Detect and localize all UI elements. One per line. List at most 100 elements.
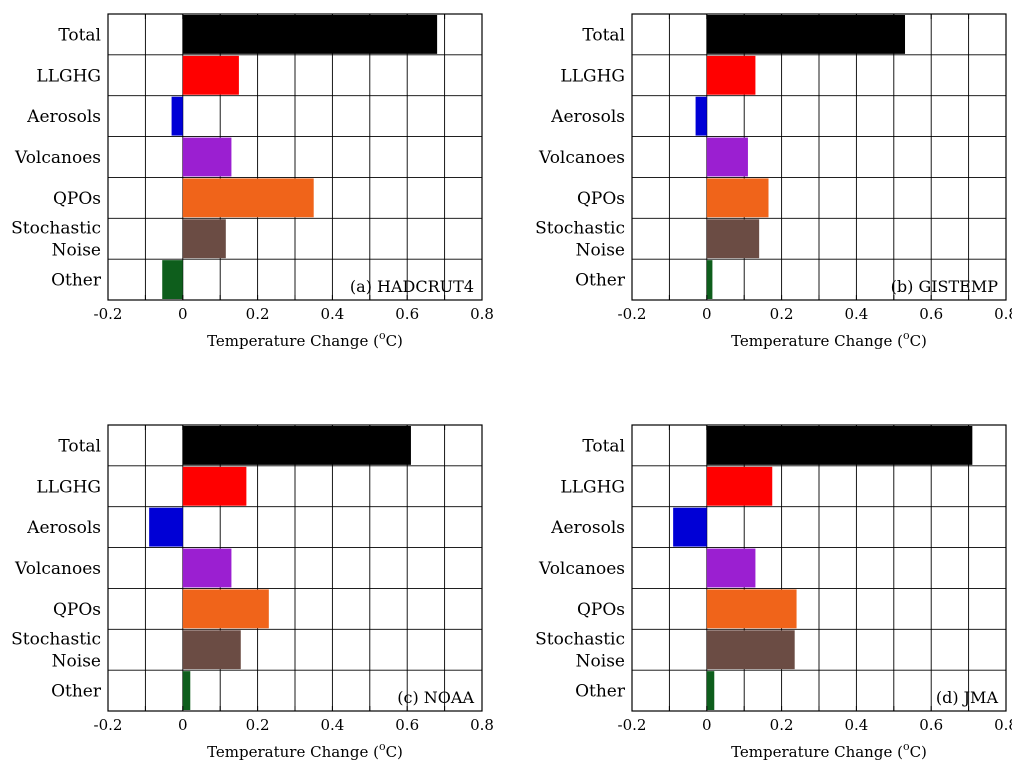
category-label-aerosols: Aerosols	[26, 107, 101, 127]
panel-annotation: (c) NOAA	[397, 688, 474, 707]
x-axis-label-degree: o	[903, 740, 910, 753]
x-tick-label: 0.8	[470, 305, 494, 323]
x-tick-label: 0.6	[395, 716, 419, 734]
category-label-line: Stochastic	[11, 630, 101, 650]
x-axis-label-suffix: C)	[386, 743, 403, 761]
category-label-total: Total	[582, 436, 625, 456]
x-tick-label: 0.4	[320, 716, 344, 734]
x-tick-label: -0.2	[94, 305, 123, 323]
category-label-llghg: LLGHG	[560, 477, 625, 497]
category-label-stochastic-noise: Stochastic Noise	[11, 630, 101, 672]
x-tick-label: 0	[178, 716, 188, 734]
bar-llghg	[182, 55, 239, 95]
bar-total	[706, 15, 906, 54]
x-tick-label: 0.2	[246, 305, 270, 323]
chart-panel-1: -0.2 0 0.2 0.4 0.6 0.8 Temperature Change (oC)…	[11, 13, 494, 350]
category-label-line: Stochastic	[11, 219, 101, 239]
category-label-stochastic-noise: Stochastic Noise	[11, 219, 101, 261]
x-tick-label: 0.4	[320, 305, 344, 323]
category-label-total: Total	[58, 25, 101, 45]
x-tick-label: 0.8	[994, 305, 1012, 323]
bar-qpos	[182, 589, 269, 629]
bar-qpos	[706, 589, 797, 629]
x-tick-label: 0.8	[994, 716, 1012, 734]
bar-aerosols	[695, 96, 707, 136]
x-tick-label: 0.2	[770, 305, 794, 323]
panel-annotation: (d) JMA	[936, 688, 999, 707]
category-label-aerosols: Aerosols	[550, 107, 625, 127]
category-label-qpos: QPOs	[53, 189, 101, 209]
bar-stochastic-noise	[182, 630, 241, 670]
category-label-other: Other	[575, 682, 626, 702]
category-label-aerosols: Aerosols	[26, 518, 101, 538]
bar-other	[706, 260, 713, 299]
x-axis-label-degree: o	[903, 329, 910, 342]
x-tick-label: 0.4	[844, 716, 868, 734]
category-label-volcanoes: Volcanoes	[538, 148, 625, 168]
category-label-volcanoes: Volcanoes	[14, 148, 101, 168]
x-tick-label: 0.6	[395, 305, 419, 323]
bar-volcanoes	[706, 548, 756, 588]
bar-other	[162, 260, 183, 299]
panel-annotation: (a) HADCRUT4	[350, 277, 474, 296]
category-label-other: Other	[51, 682, 102, 702]
x-axis-label-prefix: Temperature Change (	[731, 332, 903, 350]
x-tick-label: 0.6	[919, 716, 943, 734]
bar-stochastic-noise	[182, 219, 226, 259]
bar-volcanoes	[706, 137, 748, 177]
bar-llghg	[706, 55, 756, 95]
category-label-qpos: QPOs	[53, 600, 101, 620]
bar-qpos	[706, 178, 769, 218]
x-axis-label: Temperature Change (oC)	[731, 740, 927, 761]
x-axis-label-suffix: C)	[910, 332, 927, 350]
bar-aerosols	[149, 507, 183, 547]
x-tick-label: 0	[702, 305, 712, 323]
bar-volcanoes	[182, 548, 232, 588]
bar-qpos	[182, 178, 314, 218]
x-axis-label-degree: o	[379, 329, 386, 342]
x-tick-label: 0.2	[246, 716, 270, 734]
x-axis-label-degree: o	[379, 740, 386, 753]
x-axis-label-prefix: Temperature Change (	[207, 743, 379, 761]
chart-panel-2: -0.2 0 0.2 0.4 0.6 0.8 Temperature Change (oC)…	[535, 13, 1012, 350]
x-axis-label-suffix: C)	[386, 332, 403, 350]
category-label-other: Other	[575, 271, 626, 291]
chart-panel-3: -0.2 0 0.2 0.4 0.6 0.8 Temperature Change (oC)…	[11, 424, 494, 761]
bar-stochastic-noise	[706, 630, 795, 670]
category-label-stochastic-noise: Stochastic Noise	[535, 630, 625, 672]
bar-volcanoes	[182, 137, 232, 177]
bar-aerosols	[673, 507, 707, 547]
x-axis-label-prefix: Temperature Change (	[207, 332, 379, 350]
category-label-line: Noise	[576, 652, 625, 672]
x-axis-label: Temperature Change (oC)	[207, 329, 403, 350]
category-label-line: Noise	[576, 241, 625, 261]
x-tick-label: 0.4	[844, 305, 868, 323]
x-tick-label: 0.8	[470, 716, 494, 734]
x-tick-label: -0.2	[94, 716, 123, 734]
x-tick-label: -0.2	[618, 716, 647, 734]
category-label-volcanoes: Volcanoes	[538, 559, 625, 579]
bar-total	[706, 426, 973, 465]
bar-other	[706, 671, 715, 710]
bar-aerosols	[171, 96, 183, 136]
x-tick-label: 0.2	[770, 716, 794, 734]
panel-annotation: (b) GISTEMP	[891, 277, 999, 296]
category-label-total: Total	[58, 436, 101, 456]
category-label-line: Stochastic	[535, 219, 625, 239]
category-label-total: Total	[582, 25, 625, 45]
bar-other	[182, 671, 191, 710]
x-tick-label: -0.2	[618, 305, 647, 323]
x-axis-label-suffix: C)	[910, 743, 927, 761]
category-label-line: Noise	[52, 652, 101, 672]
category-label-llghg: LLGHG	[560, 66, 625, 86]
category-label-line: Noise	[52, 241, 101, 261]
chart-panel-4: -0.2 0 0.2 0.4 0.6 0.8 Temperature Change (oC)…	[535, 424, 1012, 761]
bar-stochastic-noise	[706, 219, 760, 259]
category-label-other: Other	[51, 271, 102, 291]
bar-total	[182, 426, 411, 465]
category-label-volcanoes: Volcanoes	[14, 559, 101, 579]
x-axis-label: Temperature Change (oC)	[207, 740, 403, 761]
bar-total	[182, 15, 438, 54]
category-label-line: Stochastic	[535, 630, 625, 650]
